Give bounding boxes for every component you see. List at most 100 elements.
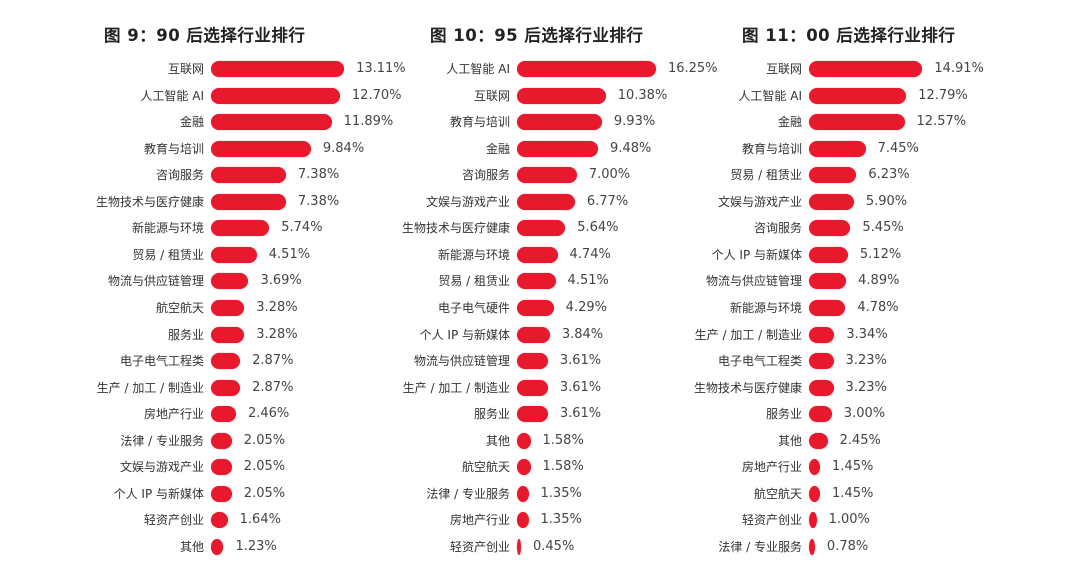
category-label: 文娱与游戏产业 <box>425 194 510 209</box>
bar <box>517 353 548 370</box>
bar-row: 贸易 / 租赁业 6.23% <box>720 162 1080 189</box>
bar-row: 生产 / 加工 / 制造业 2.87% <box>0 375 390 402</box>
value-label: 7.38% <box>297 167 340 183</box>
value-label: 7.00% <box>588 167 631 183</box>
bar-row: 文娱与游戏产业 6.77% <box>390 189 720 216</box>
value-label: 2.05% <box>243 485 286 501</box>
bar-row: 新能源与环境 4.74% <box>390 242 720 269</box>
bar <box>809 114 905 131</box>
bar-row: 贸易 / 租赁业 4.51% <box>390 268 720 295</box>
bar <box>517 87 606 104</box>
bar-row: 物流与供应链管理 4.89% <box>706 268 1080 295</box>
value-label: 14.91% <box>934 61 984 76</box>
bar <box>809 299 846 316</box>
bar <box>517 193 575 210</box>
bar <box>809 353 834 370</box>
category-label: 其他 <box>485 433 510 448</box>
value-label: 3.61% <box>559 353 602 369</box>
bar-row: 航空航天 3.28% <box>0 295 390 322</box>
category-label: 人工智能 AI <box>140 88 204 103</box>
value-label: 5.90% <box>865 193 908 209</box>
bar-row: 人工智能 AI 16.25% <box>390 56 720 83</box>
bar <box>211 273 249 290</box>
chart-panel-90s: 图 9：90 后选择行业排行 互联网 13.11% 人工智能 AI 12.70% 金融 1… <box>0 0 406 575</box>
category-label: 法律 / 专业服务 <box>718 539 802 554</box>
value-label: 1.45% <box>832 485 874 501</box>
value-label: 7.38% <box>297 193 340 209</box>
category-label: 航空航天 <box>753 486 802 501</box>
bar-row: 金融 12.57% <box>720 109 1080 136</box>
category-label: 电子电气工程类 <box>717 354 802 369</box>
value-label: 12.57% <box>916 114 967 130</box>
bar <box>517 406 548 423</box>
bar-row: 物流与供应链管理 3.69% <box>0 268 390 295</box>
category-label: 金融 <box>777 115 802 130</box>
bar <box>211 220 270 237</box>
value-label: 3.28% <box>256 299 298 315</box>
bar <box>517 512 529 529</box>
category-label: 房地产行业 <box>449 513 510 528</box>
category-label: 金融 <box>179 115 204 130</box>
bar <box>211 459 232 476</box>
bar <box>517 299 554 316</box>
bar <box>809 512 817 529</box>
bar <box>517 140 599 157</box>
category-label: 金融 <box>485 141 510 156</box>
value-label: 4.29% <box>565 299 607 315</box>
value-label: 9.93% <box>613 114 656 130</box>
value-label: 3.34% <box>846 326 888 342</box>
category-label: 其他 <box>179 539 204 554</box>
category-label: 航空航天 <box>155 300 204 315</box>
value-label: 3.84% <box>561 326 604 342</box>
bar <box>809 61 923 77</box>
bar-row: 咨询服务 7.00% <box>390 162 720 189</box>
category-label: 个人 IP 与新媒体 <box>711 247 802 262</box>
bar <box>211 140 311 157</box>
bar <box>211 61 345 77</box>
bar <box>211 485 232 502</box>
chart-panel-00s: 图 11：00 后选择行业排行 互联网 14.91% 人工智能 AI 12.79% 金融… <box>694 0 1080 575</box>
value-label: 5.12% <box>859 246 902 262</box>
bar-row: 电子电气硬件 4.29% <box>390 295 720 322</box>
value-label: 5.45% <box>862 220 904 236</box>
category-label: 法律 / 专业服务 <box>120 433 204 448</box>
category-label: 生产 / 加工 / 制造业 <box>402 380 510 395</box>
bar <box>517 273 556 290</box>
value-label: 2.46% <box>247 406 290 422</box>
bar-row: 贸易 / 租赁业 4.51% <box>0 242 390 269</box>
bar-row: 航空航天 1.45% <box>720 481 1080 508</box>
bar-row: 教育与培训 9.84% <box>0 136 390 163</box>
bar <box>809 220 851 237</box>
value-label: 3.69% <box>260 273 302 289</box>
value-label: 4.89% <box>858 273 900 289</box>
category-label: 服务业 <box>167 327 204 342</box>
bar <box>809 140 866 157</box>
bar-row: 人工智能 AI 12.79% <box>720 83 1080 110</box>
bar-row: 其他 1.58% <box>390 428 720 455</box>
value-label: 12.70% <box>351 87 402 103</box>
category-label: 互联网 <box>473 88 510 103</box>
category-label: 新能源与环境 <box>131 221 204 236</box>
bar <box>809 326 835 343</box>
bar-row: 法律 / 专业服务 1.35% <box>390 481 720 508</box>
bar <box>517 167 577 184</box>
value-label: 1.58% <box>542 432 584 448</box>
bar <box>211 432 232 449</box>
category-label: 物流与供应链管理 <box>107 274 204 289</box>
bar-row: 互联网 13.11% <box>0 56 406 83</box>
value-label: 1.35% <box>540 512 582 528</box>
value-label: 4.78% <box>857 299 899 315</box>
category-label: 咨询服务 <box>461 168 510 183</box>
bar <box>211 87 340 104</box>
value-label: 13.11% <box>356 61 406 76</box>
bar <box>809 406 832 423</box>
value-label: 3.28% <box>256 326 298 342</box>
value-label: 9.48% <box>610 140 652 156</box>
bar <box>809 485 821 502</box>
bar-row: 服务业 3.00% <box>720 401 1080 428</box>
category-label: 人工智能 AI <box>446 62 510 76</box>
bar-row: 个人 IP 与新媒体 2.05% <box>0 481 390 508</box>
bar-row: 其他 2.45% <box>720 428 1080 455</box>
bar <box>809 379 834 396</box>
value-label: 2.87% <box>252 353 294 369</box>
